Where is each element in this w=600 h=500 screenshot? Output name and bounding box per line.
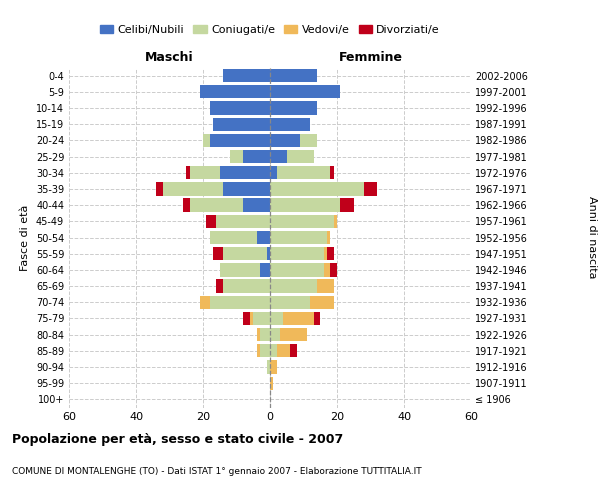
Bar	[223, 182, 270, 196]
Bar	[190, 198, 243, 212]
Bar	[280, 328, 307, 342]
Bar	[270, 182, 364, 196]
Bar	[270, 118, 310, 131]
Bar	[220, 166, 270, 179]
Bar	[290, 344, 297, 358]
Bar	[270, 85, 340, 98]
Bar	[260, 344, 270, 358]
Bar	[223, 247, 266, 260]
Bar	[190, 166, 220, 179]
Bar	[250, 312, 253, 325]
Bar	[210, 231, 257, 244]
Bar	[270, 263, 323, 276]
Bar	[317, 280, 334, 292]
Bar	[266, 360, 270, 374]
Bar	[270, 328, 280, 342]
Bar	[217, 280, 223, 292]
Bar	[340, 198, 354, 212]
Bar	[223, 280, 270, 292]
Bar	[243, 312, 250, 325]
Bar	[270, 166, 277, 179]
Bar	[200, 85, 270, 98]
Bar	[270, 296, 310, 309]
Bar	[260, 328, 270, 342]
Bar	[230, 150, 243, 163]
Legend: Celibi/Nubili, Coniugati/e, Vedovi/e, Divorziati/e: Celibi/Nubili, Coniugati/e, Vedovi/e, Di…	[95, 20, 445, 39]
Y-axis label: Fasce di età: Fasce di età	[20, 204, 30, 270]
Bar	[213, 247, 223, 260]
Bar	[163, 182, 223, 196]
Bar	[270, 376, 274, 390]
Bar	[243, 150, 270, 163]
Bar	[270, 134, 300, 147]
Bar	[213, 118, 270, 131]
Bar	[323, 263, 331, 276]
Bar	[364, 182, 377, 196]
Bar	[270, 360, 277, 374]
Bar	[206, 214, 217, 228]
Bar	[331, 166, 334, 179]
Bar	[203, 134, 210, 147]
Bar	[183, 198, 190, 212]
Bar	[243, 198, 270, 212]
Bar	[266, 247, 270, 260]
Bar	[270, 198, 340, 212]
Bar	[270, 231, 327, 244]
Bar	[283, 312, 314, 325]
Bar	[257, 328, 260, 342]
Text: COMUNE DI MONTALENGHE (TO) - Dati ISTAT 1° gennaio 2007 - Elaborazione TUTTITALI: COMUNE DI MONTALENGHE (TO) - Dati ISTAT …	[12, 468, 422, 476]
Bar	[220, 263, 260, 276]
Bar	[310, 296, 334, 309]
Bar	[260, 263, 270, 276]
Bar	[270, 312, 283, 325]
Bar	[210, 102, 270, 114]
Bar	[270, 214, 334, 228]
Text: Femmine: Femmine	[338, 52, 403, 64]
Bar	[210, 296, 270, 309]
Bar	[257, 231, 270, 244]
Bar	[156, 182, 163, 196]
Bar	[210, 134, 270, 147]
Bar	[217, 214, 270, 228]
Bar	[186, 166, 190, 179]
Bar	[287, 150, 314, 163]
Bar	[323, 247, 327, 260]
Text: Anni di nascita: Anni di nascita	[587, 196, 597, 279]
Bar	[223, 69, 270, 82]
Bar	[331, 263, 337, 276]
Bar	[270, 69, 317, 82]
Bar	[253, 312, 270, 325]
Bar	[270, 344, 277, 358]
Text: Maschi: Maschi	[145, 52, 194, 64]
Bar	[270, 102, 317, 114]
Bar	[277, 166, 331, 179]
Bar	[277, 344, 290, 358]
Bar	[270, 247, 323, 260]
Bar	[257, 344, 260, 358]
Bar	[270, 280, 317, 292]
Text: Popolazione per età, sesso e stato civile - 2007: Popolazione per età, sesso e stato civil…	[12, 432, 343, 446]
Bar	[200, 296, 210, 309]
Bar	[300, 134, 317, 147]
Bar	[327, 231, 331, 244]
Bar	[334, 214, 337, 228]
Bar	[327, 247, 334, 260]
Bar	[314, 312, 320, 325]
Bar	[270, 150, 287, 163]
